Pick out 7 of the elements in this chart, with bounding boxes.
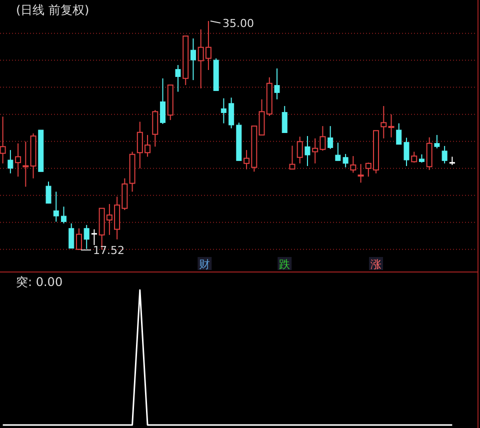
text: 涨 [370, 258, 382, 271]
chart-title: 突: 0.00 [16, 275, 63, 289]
annotation: 35.00 [222, 17, 254, 30]
text: 财 [199, 258, 210, 271]
annotation: 17.52 [92, 244, 124, 257]
chart-title: (日线 前复权) [16, 3, 90, 17]
text: 跌 [279, 258, 290, 271]
